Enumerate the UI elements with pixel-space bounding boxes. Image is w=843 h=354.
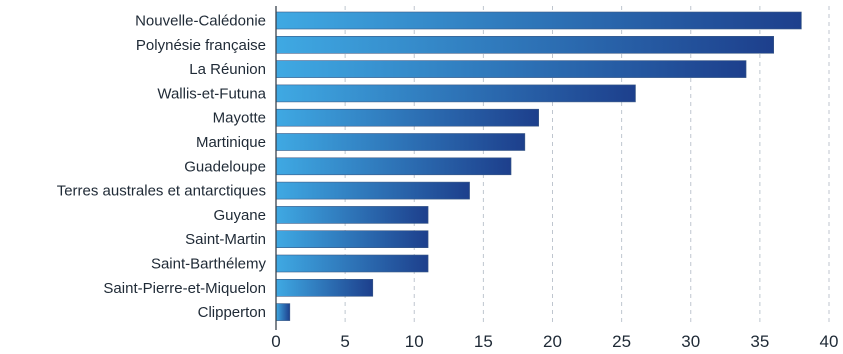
category-labels: Nouvelle-Calédonie Polynésie française La … (57, 13, 267, 322)
bar (275, 278, 374, 297)
x-tick-label: 15 (474, 332, 493, 351)
category-label: Terres australes et antarctiques (57, 183, 266, 200)
x-tick-label: 35 (750, 332, 769, 351)
x-tick-label: 40 (820, 332, 839, 351)
bar (275, 157, 512, 176)
category-label: Nouvelle-Calédonie (135, 13, 266, 30)
category-label: Polynésie française (136, 37, 266, 54)
category-label: Guyane (213, 207, 266, 224)
bar (275, 108, 539, 127)
category-label: Saint-Barthélemy (151, 256, 267, 273)
category-label: Clipperton (198, 304, 266, 321)
bar (275, 303, 291, 321)
bar (275, 60, 747, 78)
x-tick-label: 0 (271, 332, 280, 351)
x-tick-label: 5 (340, 332, 349, 351)
category-label: Saint-Pierre-et-Miquelon (103, 280, 266, 297)
bars-group (275, 11, 802, 321)
bar (275, 84, 636, 103)
x-tick-label: 20 (543, 332, 562, 351)
category-label: Wallis-et-Futuna (157, 85, 266, 102)
category-label: La Réunion (189, 61, 266, 78)
category-label: Guadeloupe (184, 158, 266, 175)
category-label: Martinique (196, 134, 266, 151)
bar (275, 181, 470, 200)
bar (275, 11, 802, 30)
category-label: Saint-Martin (185, 231, 266, 248)
bar (275, 254, 429, 273)
x-tick-label: 10 (405, 332, 424, 351)
category-label: Mayotte (213, 110, 266, 127)
bar (275, 206, 429, 224)
bar (275, 35, 775, 54)
x-tick-label: 30 (681, 332, 700, 351)
bar (275, 133, 526, 151)
x-tick-label: 25 (612, 332, 631, 351)
bar (275, 230, 429, 248)
x-tick-labels: 0 5 10 15 20 25 30 35 40 (271, 332, 838, 351)
